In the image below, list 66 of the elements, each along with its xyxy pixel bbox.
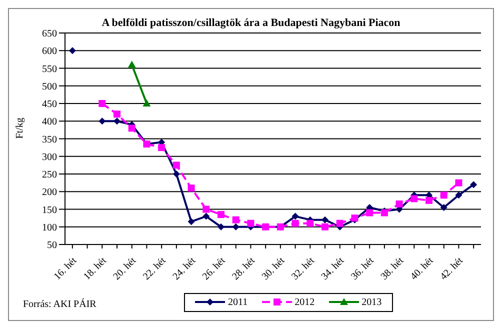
text: Forrás: AKI PÁIR — [23, 299, 96, 310]
x-tick-label: 22. hét — [141, 255, 168, 282]
point — [470, 181, 478, 188]
x-tick-label: 30. hét — [260, 255, 288, 282]
point — [98, 118, 106, 125]
point — [202, 212, 210, 220]
point — [455, 179, 462, 186]
point — [128, 124, 136, 132]
x-tick-label: 20. hét — [111, 255, 139, 282]
x-tick-label: 32. hét — [290, 255, 317, 282]
chart-title: A belföldi patisszon/csillagtök ára a Budapesti Nagybani Piacon — [100, 17, 402, 29]
y-tick-label: 500 — [42, 81, 57, 92]
point — [232, 223, 240, 230]
point — [455, 192, 462, 199]
point — [188, 218, 195, 226]
point — [218, 223, 224, 230]
point — [440, 192, 448, 199]
x-tick-label: 26. hét — [200, 255, 228, 282]
point — [218, 211, 224, 218]
legend-label: 2011 — [227, 296, 248, 308]
point — [247, 220, 254, 227]
legend-label: 2013 — [360, 296, 382, 308]
point — [306, 220, 314, 227]
y-tick-label: 400 — [42, 116, 57, 128]
point — [396, 200, 403, 208]
y-tick-label: 100 — [42, 222, 57, 234]
y-tick-label: 550 — [42, 64, 57, 75]
point — [188, 184, 195, 192]
y-tick-label: 50 — [47, 240, 57, 252]
point — [172, 170, 180, 178]
point — [410, 195, 418, 202]
x-tick-label: 16. hét — [52, 255, 80, 282]
x-tick-label: 36. hét — [349, 255, 376, 282]
legend-label: 2012 — [294, 296, 315, 308]
point — [426, 196, 432, 204]
point — [68, 47, 76, 54]
y-tick-label: 250 — [42, 170, 57, 181]
point — [114, 110, 120, 118]
y-tick-label: 600 — [42, 46, 57, 58]
point — [440, 204, 448, 211]
x-tick-label: 42. hét — [438, 255, 466, 282]
x-tick-label: 40. hét — [408, 255, 436, 282]
point — [172, 162, 180, 169]
point — [158, 144, 166, 152]
point — [98, 100, 106, 107]
point — [292, 220, 299, 227]
y-axis-title: Ft/kg — [14, 118, 26, 139]
x-tick-label: 34. hét — [319, 255, 347, 282]
y-tick-label: 150 — [42, 204, 57, 216]
point — [292, 212, 299, 220]
point — [202, 206, 210, 213]
x-tick-label: 28. hét — [230, 255, 258, 282]
point — [366, 209, 374, 216]
x-tick-label: 38. hét — [378, 255, 406, 282]
point — [322, 216, 328, 224]
x-tick-label: 18. hét — [82, 255, 109, 282]
y-tick-label: 350 — [42, 134, 57, 146]
y-tick-label: 450 — [42, 99, 57, 110]
point — [322, 223, 328, 230]
point — [232, 216, 240, 224]
y-tick-label: 200 — [42, 187, 57, 198]
point — [114, 118, 120, 125]
y-tick-label: 650 — [42, 28, 57, 40]
point — [336, 220, 344, 227]
x-tick-label: 24. hét — [170, 255, 198, 282]
y-tick-label: 300 — [42, 152, 57, 163]
